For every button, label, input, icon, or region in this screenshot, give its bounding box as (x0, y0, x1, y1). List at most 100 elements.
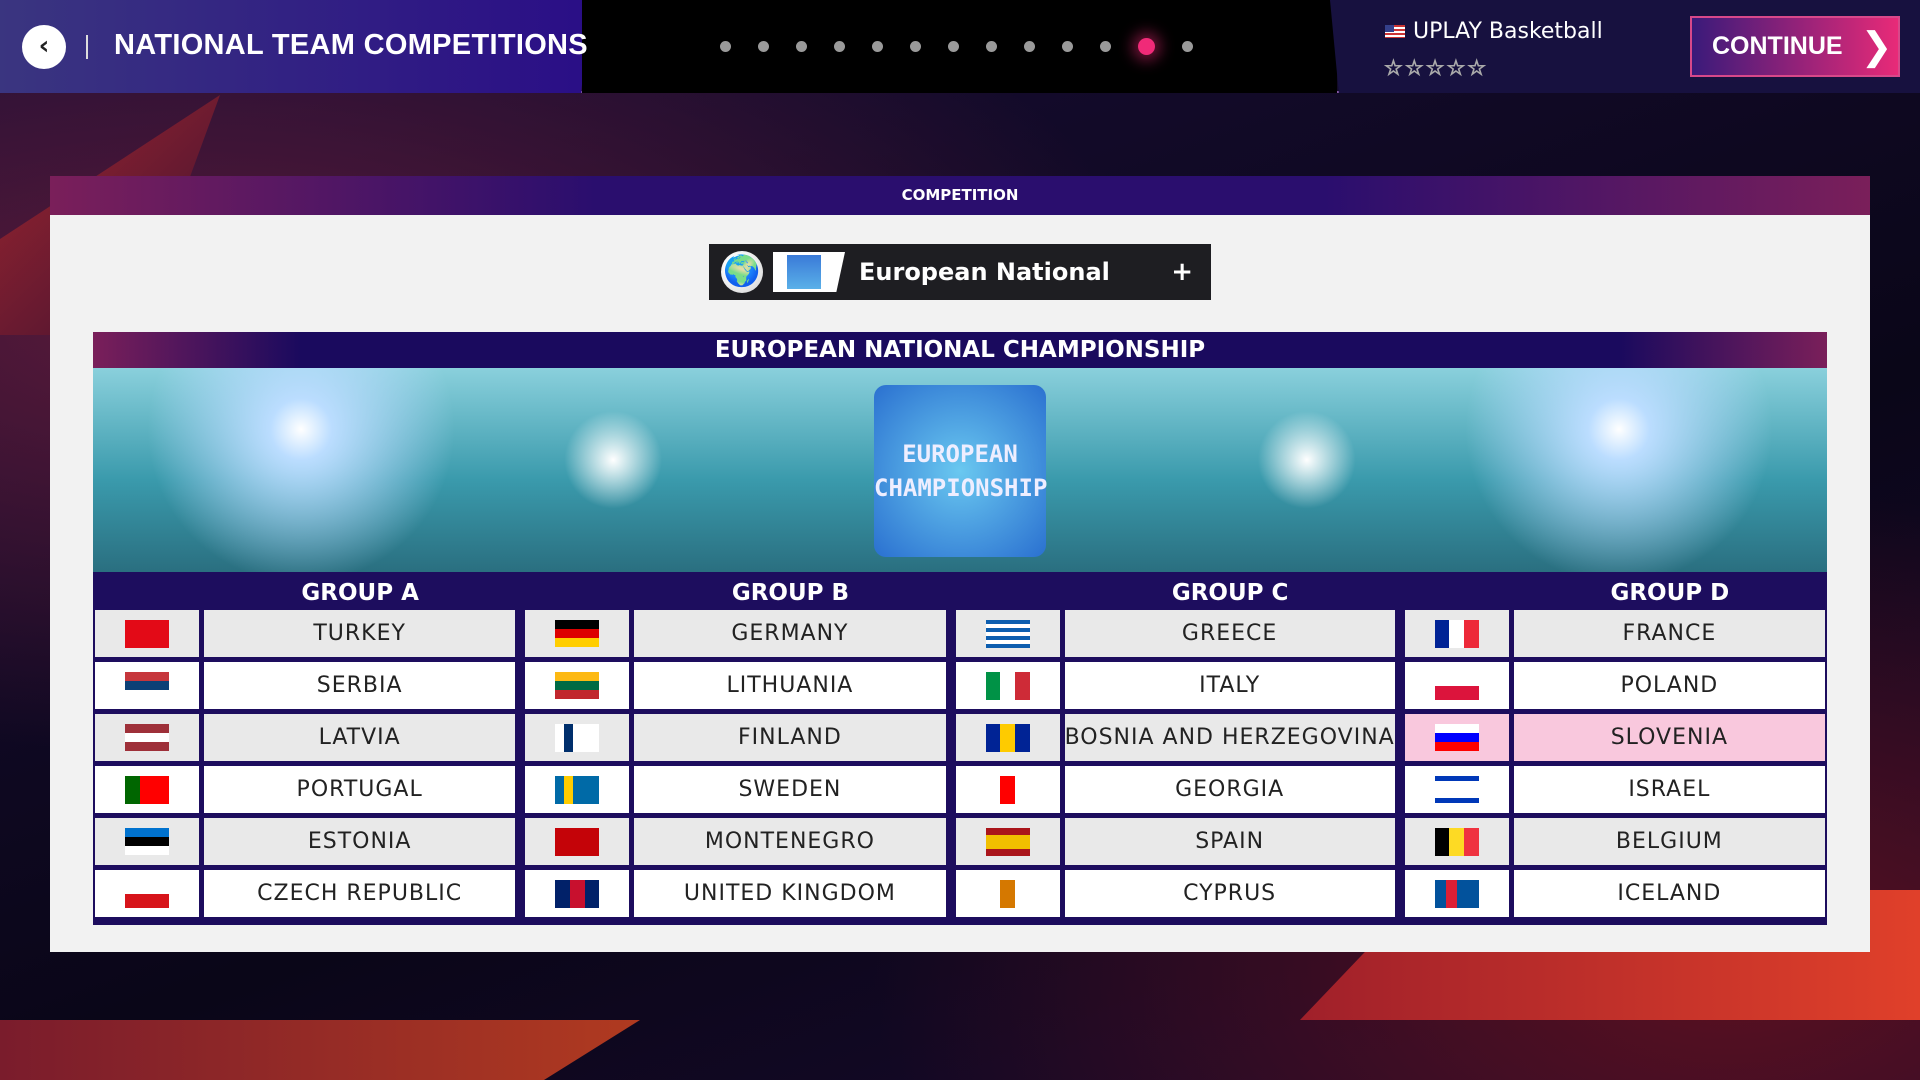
team-name: ISRAEL (1513, 766, 1825, 813)
team-row[interactable]: UNITED KINGDOM (525, 870, 946, 917)
flag-icon (555, 775, 600, 804)
flag-icon (125, 775, 170, 804)
flag-cell (1404, 662, 1509, 709)
competition-logo (773, 252, 845, 292)
team-name: SLOVENIA (1513, 714, 1825, 761)
step-dot[interactable] (1024, 41, 1035, 52)
flag-icon (1434, 671, 1479, 700)
group-column: GROUP C GREECE ITALY BOSNIA AND HERZEGOVINA… (955, 574, 1395, 922)
flag-cell (95, 766, 199, 813)
team-name: MONTENEGRO (634, 818, 946, 865)
team-name: GEORGIA (1064, 766, 1395, 813)
team-name: POLAND (1513, 662, 1825, 709)
star-rating: ☆☆☆☆☆ (1383, 56, 1489, 81)
flag-icon (125, 879, 169, 908)
step-dot[interactable] (758, 41, 769, 52)
team-name: ITALY (1064, 662, 1395, 709)
team-row[interactable]: ICELAND (1404, 870, 1825, 917)
step-dot[interactable] (948, 41, 959, 52)
team-row[interactable]: BELGIUM (1404, 818, 1825, 865)
team-name: BOSNIA AND HERZEGOVINA (1064, 714, 1395, 761)
step-dot[interactable] (796, 41, 807, 52)
step-dot[interactable] (1182, 41, 1193, 52)
team-row[interactable]: SERBIA (95, 662, 516, 709)
chevron-left-icon: ‹ (38, 31, 50, 61)
team-row[interactable]: SWEDEN (525, 766, 946, 813)
step-dot[interactable] (1138, 38, 1155, 55)
step-dot[interactable] (986, 41, 997, 52)
team-row[interactable]: POLAND (1404, 662, 1825, 709)
flag-cell (955, 766, 1060, 813)
team-name: FINLAND (634, 714, 946, 761)
group-column: GROUP A TURKEY SERBIA LATVIA PORTUGAL ESTONIA… (95, 574, 516, 922)
flag-icon (985, 723, 1030, 752)
flag-icon (125, 723, 169, 752)
back-button[interactable]: ‹ (22, 25, 66, 69)
step-dot[interactable] (834, 41, 845, 52)
flag-icon (1434, 827, 1479, 856)
flag-icon (555, 827, 600, 856)
championship-card: EUROPEAN NATIONAL CHAMPIONSHIP EUROPEAN … (93, 332, 1827, 925)
team-name: SERBIA (204, 662, 516, 709)
team-row[interactable]: CZECH REPUBLIC (95, 870, 516, 917)
team-name: LATVIA (204, 714, 516, 761)
flag-icon (985, 671, 1030, 700)
flag-icon (985, 775, 1030, 804)
team-row[interactable]: GREECE (955, 610, 1395, 657)
group-title: GROUP C (1171, 580, 1289, 606)
team-row[interactable]: GERMANY (525, 610, 946, 657)
team-name: ICELAND (1513, 870, 1825, 917)
team-row[interactable]: LATVIA (95, 714, 516, 761)
flag-cell (1404, 610, 1509, 657)
continue-button[interactable]: CONTINUE ❯ (1690, 16, 1900, 77)
globe-icon: 🌍 (721, 251, 763, 293)
flag-icon (555, 879, 600, 908)
flag-cell (525, 610, 630, 657)
step-dot[interactable] (910, 41, 921, 52)
flag-icon (555, 723, 600, 752)
team-row[interactable]: TURKEY (95, 610, 516, 657)
flag-cell (955, 870, 1060, 917)
step-dot[interactable] (1100, 41, 1111, 52)
team-name: GREECE (1064, 610, 1395, 657)
team-name: SPAIN (1064, 818, 1395, 865)
flag-cell (955, 662, 1060, 709)
championship-logo: EUROPEAN CHAMPIONSHIP (874, 385, 1047, 557)
group-column: GROUP D FRANCE POLAND SLOVENIA ISRAEL BELGIUM… (1404, 574, 1825, 922)
step-dot[interactable] (872, 41, 883, 52)
group-title: GROUP B (731, 580, 850, 606)
team-row[interactable]: MONTENEGRO (525, 818, 946, 865)
team-row[interactable]: GEORGIA (955, 766, 1395, 813)
team-row[interactable]: FINLAND (525, 714, 946, 761)
flag-cell (525, 714, 630, 761)
team-name: FRANCE (1513, 610, 1825, 657)
competition-selector[interactable]: 🌍 European National + (709, 244, 1211, 300)
top-bar-progress (582, 0, 1337, 93)
flag-cell (525, 870, 630, 917)
us-flag-icon (1385, 25, 1405, 38)
championship-title: EUROPEAN NATIONAL CHAMPIONSHIP (93, 332, 1827, 368)
team-name: ESTONIA (204, 818, 516, 865)
team-row[interactable]: FRANCE (1404, 610, 1825, 657)
team-row[interactable]: CYPRUS (955, 870, 1395, 917)
flag-cell (955, 714, 1060, 761)
team-row[interactable]: BOSNIA AND HERZEGOVINA (955, 714, 1395, 761)
team-row[interactable]: ESTONIA (95, 818, 516, 865)
team-row[interactable]: LITHUANIA (525, 662, 946, 709)
plus-icon[interactable]: + (1171, 257, 1193, 287)
continue-label: CONTINUE (1712, 32, 1843, 60)
step-indicator (720, 38, 1193, 55)
group-title: GROUP A (301, 580, 419, 606)
team-row[interactable]: SLOVENIA (1404, 714, 1825, 761)
team-name: GERMANY (634, 610, 946, 657)
flag-icon (1434, 775, 1479, 804)
team-row[interactable]: ITALY (955, 662, 1395, 709)
flag-cell (955, 818, 1060, 865)
team-row[interactable]: PORTUGAL (95, 766, 516, 813)
team-row[interactable]: SPAIN (955, 818, 1395, 865)
group-title: GROUP D (1610, 580, 1730, 606)
team-row[interactable]: ISRAEL (1404, 766, 1825, 813)
step-dot[interactable] (1062, 41, 1073, 52)
step-dot[interactable] (720, 41, 731, 52)
divider (86, 35, 88, 59)
